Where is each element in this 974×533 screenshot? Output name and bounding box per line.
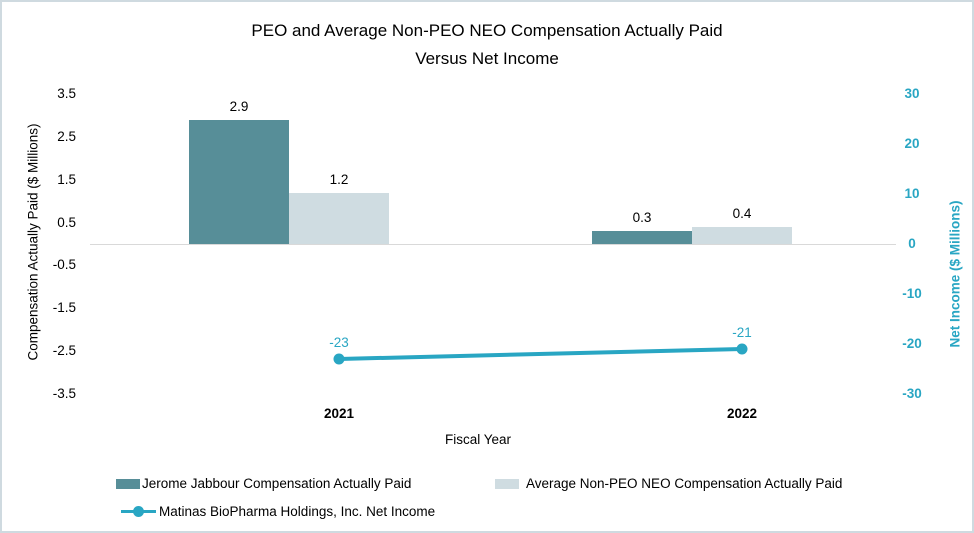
right-axis-tick: 30 xyxy=(904,86,920,101)
line-value-label: -21 xyxy=(732,325,752,340)
line-value-label: -23 xyxy=(329,335,349,350)
legend-item-peo-label: Jerome Jabbour Compensation Actually Pai… xyxy=(142,476,412,491)
right-axis-tick: 0 xyxy=(908,236,916,251)
left-axis-tick: -0.5 xyxy=(52,257,76,273)
right-axis-tick: -20 xyxy=(902,336,922,351)
left-axis-tick: 3.5 xyxy=(57,86,76,101)
legend-item-netincome-label: Matinas BioPharma Holdings, Inc. Net Inc… xyxy=(159,504,436,519)
x-axis-tick-2021: 2021 xyxy=(323,406,355,421)
bar-value-label: 1.2 xyxy=(329,171,349,187)
net-income-line xyxy=(338,347,743,361)
chart-title: PEO and Average Non-PEO NEO Compensation… xyxy=(2,17,972,73)
left-axis-tick: -1.5 xyxy=(52,300,76,316)
right-axis-tick: 20 xyxy=(904,136,920,151)
left-axis-tick: -2.5 xyxy=(52,343,76,359)
bar-nonpeo-2022 xyxy=(692,226,792,244)
bar-peo-2021 xyxy=(189,119,289,244)
right-axis-tick: 10 xyxy=(904,186,920,201)
net-income-marker xyxy=(333,353,345,365)
left-axis-tick: 1.5 xyxy=(57,171,76,187)
x-axis-tick-2022: 2022 xyxy=(726,406,758,421)
net-income-marker xyxy=(736,343,748,355)
right-axis-tick: -10 xyxy=(902,286,922,301)
chart-title-line2: Versus Net Income xyxy=(415,49,559,68)
legend-item-nonpeo-swatch xyxy=(495,479,519,489)
chart-title-line1: PEO and Average Non-PEO NEO Compensation… xyxy=(251,21,723,40)
bar-value-label: 0.4 xyxy=(732,205,752,221)
left-axis-tick: -3.5 xyxy=(52,386,76,401)
bar-nonpeo-2021 xyxy=(289,192,389,244)
right-axis-tick: -30 xyxy=(902,386,922,401)
legend-item-peo-swatch xyxy=(116,479,140,489)
left-axis-tick: 2.5 xyxy=(57,128,76,144)
left-axis-tick: 0.5 xyxy=(57,214,76,230)
bar-peo-2022 xyxy=(592,231,692,244)
legend-item-netincome-marker xyxy=(133,506,144,517)
bar-value-label: 0.3 xyxy=(632,210,652,226)
x-axis-title: Fiscal Year xyxy=(444,432,512,447)
legend-item-nonpeo-label: Average Non-PEO NEO Compensation Actuall… xyxy=(526,476,843,491)
bar-value-label: 2.9 xyxy=(229,98,249,114)
zero-gridline xyxy=(90,244,896,245)
